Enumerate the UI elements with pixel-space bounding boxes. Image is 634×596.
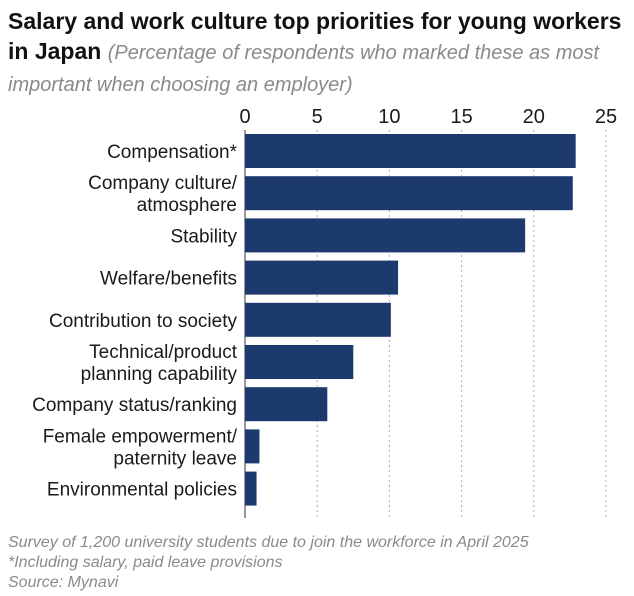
chart-title: Salary and work culture top priorities f…: [8, 6, 628, 100]
category-label: Company culture/atmosphere: [88, 173, 238, 216]
category-label-line: Company status/ranking: [32, 395, 237, 416]
chart-footer: Survey of 1,200 university students due …: [8, 533, 529, 593]
x-tick-label: 5: [312, 106, 323, 128]
bar: [245, 429, 260, 464]
category-label-line: Welfare/benefits: [100, 269, 237, 290]
category-label-line: Contribution to society: [49, 311, 237, 332]
bar: [245, 218, 526, 253]
category-label-line: planning capability: [81, 364, 238, 385]
category-label-line: atmosphere: [137, 195, 237, 216]
category-label-line: Stability: [170, 226, 237, 247]
category-label: Female empowerment/paternity leave: [43, 426, 238, 469]
chart-subtitle: (Percentage of respondents who marked th…: [8, 42, 600, 96]
footnote: *Including salary, paid leave provisions: [8, 554, 283, 571]
category-label-line: Technical/product: [89, 342, 238, 363]
category-label: Company status/ranking: [32, 395, 237, 416]
category-label: Environmental policies: [47, 480, 237, 501]
source-note: Source: Mynavi: [8, 574, 119, 591]
category-label-line: paternity leave: [113, 448, 237, 469]
category-label-line: Company culture/: [88, 173, 238, 194]
x-tick-label: 10: [378, 106, 400, 128]
bar: [245, 302, 391, 337]
x-tick-label: 15: [450, 106, 472, 128]
bar: [245, 387, 328, 422]
bar: [245, 176, 573, 211]
category-label-line: Environmental policies: [47, 480, 237, 501]
category-label: Compensation*: [107, 142, 238, 163]
bar: [245, 260, 399, 295]
survey-note: Survey of 1,200 university students due …: [8, 534, 529, 551]
bar: [245, 134, 576, 168]
x-tick-label: 25: [595, 106, 617, 128]
category-label: Welfare/benefits: [100, 269, 237, 290]
bar: [245, 345, 354, 379]
bar: [245, 471, 257, 506]
x-tick-label: 20: [523, 106, 545, 128]
chart-title-main: Salary and work culture top priorities f…: [8, 8, 622, 64]
x-tick-label: 0: [239, 106, 250, 128]
category-label-line: Female empowerment/: [43, 426, 238, 447]
category-label: Stability: [170, 226, 237, 247]
category-label: Contribution to society: [49, 311, 237, 332]
category-label-line: Compensation*: [107, 142, 238, 163]
category-label: Technical/product planning capability: [81, 342, 238, 385]
